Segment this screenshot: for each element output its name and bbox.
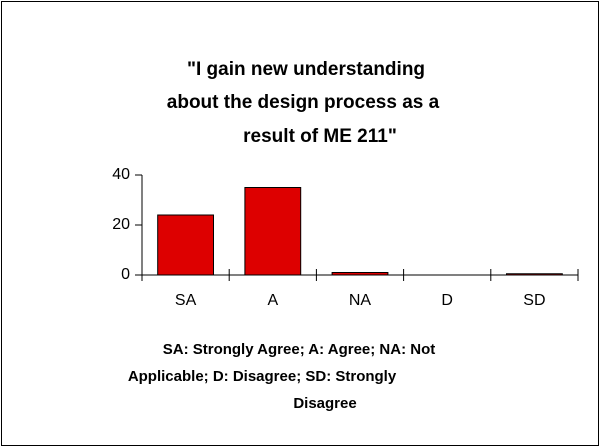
x-tick-label: NA bbox=[349, 292, 372, 309]
bar bbox=[244, 187, 302, 276]
y-tick-label: 40 bbox=[112, 166, 130, 183]
bar bbox=[505, 273, 563, 276]
bar bbox=[157, 214, 215, 276]
chart-title: about the design process as a bbox=[167, 92, 440, 113]
x-tick-label: A bbox=[267, 292, 278, 309]
footnote: Disagree bbox=[293, 395, 356, 412]
footnote: SA: Strongly Agree; A: Agree; NA: Not bbox=[163, 341, 436, 358]
x-tick-label: SA bbox=[175, 292, 197, 309]
chart-title: result of ME 211" bbox=[243, 126, 397, 147]
x-tick-label: SD bbox=[523, 292, 545, 309]
footnote: Applicable; D: Disagree; SD: Strongly bbox=[128, 368, 397, 385]
y-tick-label: 0 bbox=[121, 266, 130, 283]
y-tick-label: 20 bbox=[112, 216, 130, 233]
chart-title: "I gain new understanding bbox=[187, 59, 425, 80]
x-tick-label: D bbox=[441, 292, 453, 309]
bar bbox=[331, 272, 389, 276]
